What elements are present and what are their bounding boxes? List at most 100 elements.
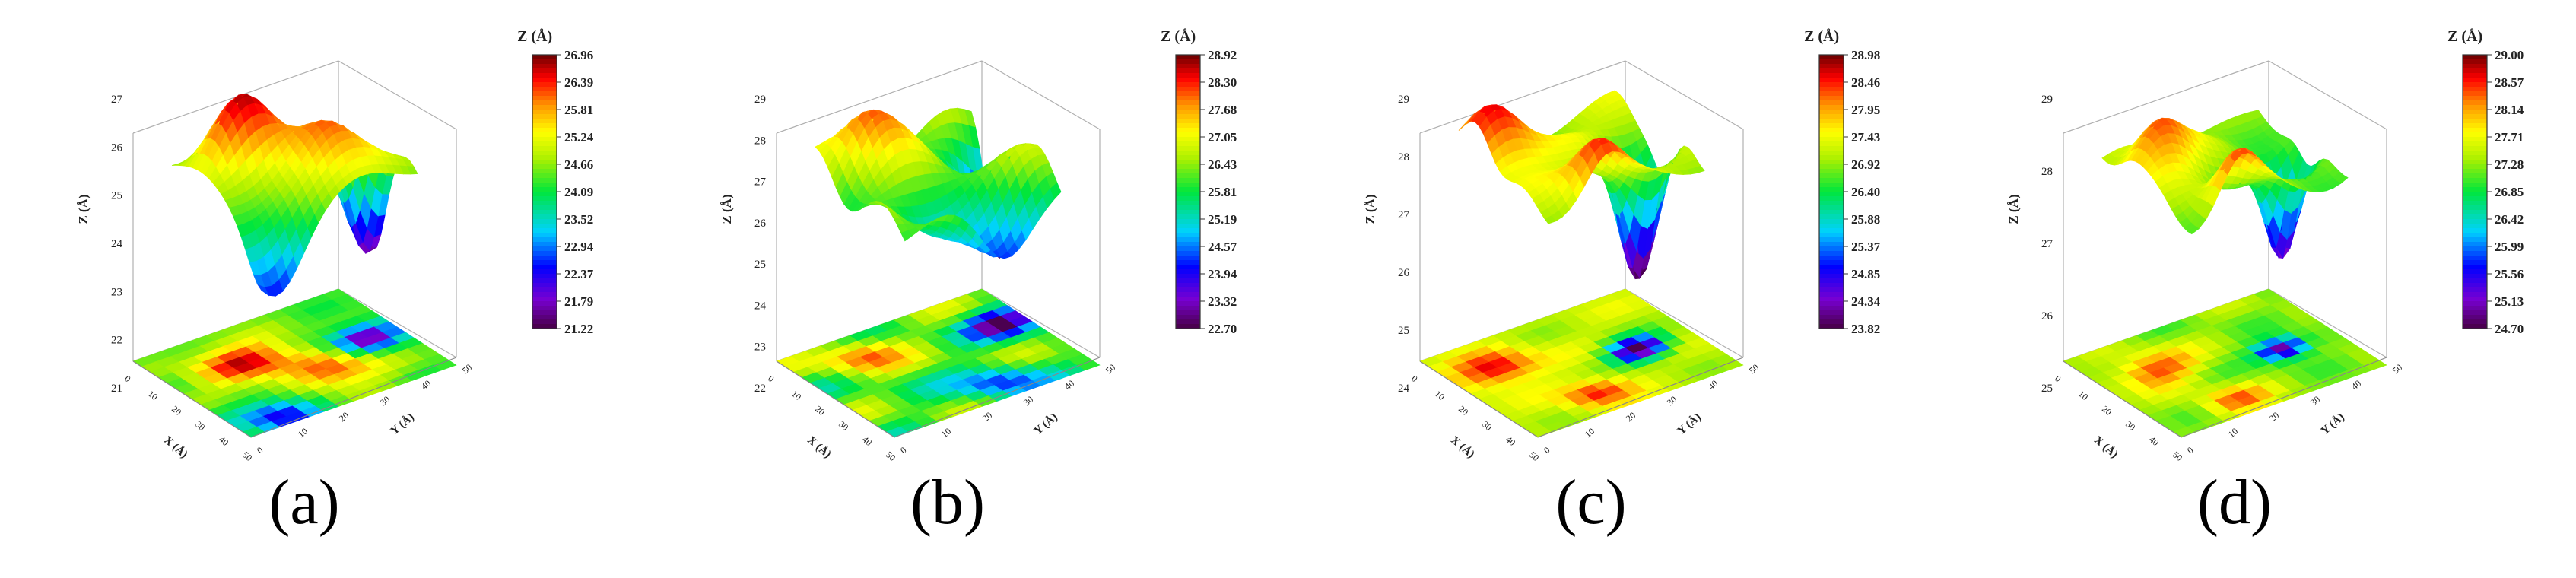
box-edge xyxy=(2063,60,2269,134)
colorbar-segment xyxy=(2463,324,2487,329)
colorbar-segment xyxy=(1819,96,1844,101)
colorbar-segment xyxy=(2463,96,2487,101)
colorbar-tick-label: 22.94 xyxy=(564,240,594,254)
colorbar-segment xyxy=(1176,324,1200,329)
x-tick-label: 10 xyxy=(146,389,160,402)
z-tick-label: 22 xyxy=(111,335,122,347)
colorbar-segment xyxy=(2463,183,2487,188)
colorbar-segment xyxy=(1819,283,1844,288)
colorbar-segment xyxy=(532,260,557,265)
colorbar-segment xyxy=(532,119,557,124)
colorbar-segment xyxy=(1819,233,1844,238)
colorbar-segment xyxy=(1176,55,1200,60)
colorbar-segment xyxy=(532,214,557,220)
colorbar-segment xyxy=(1819,68,1844,74)
colorbar-segment xyxy=(2463,55,2487,60)
colorbar-segment xyxy=(2463,164,2487,170)
colorbar-segment xyxy=(1819,256,1844,261)
colorbar-segment xyxy=(1819,324,1844,329)
x-axis-label: X (Å) xyxy=(2092,434,2120,461)
colorbar-segment xyxy=(532,68,557,74)
colorbar-segment xyxy=(2463,196,2487,202)
z-axis-label: Z (Å) xyxy=(76,194,91,224)
colorbar-segment xyxy=(1176,224,1200,229)
colorbar-segment xyxy=(1819,55,1844,60)
colorbar-segment xyxy=(532,87,557,92)
colorbar-segment xyxy=(532,82,557,87)
colorbar-segment xyxy=(2463,260,2487,265)
colorbar-segment xyxy=(532,164,557,170)
colorbar-segment xyxy=(2463,155,2487,160)
colorbar-segment xyxy=(2463,132,2487,138)
colorbar-segment xyxy=(2463,233,2487,238)
colorbar-tick-label: 28.92 xyxy=(1208,48,1237,62)
colorbar-segment xyxy=(2463,78,2487,83)
x-tick-label: 30 xyxy=(193,419,207,433)
axis-line xyxy=(894,357,1101,438)
colorbar-segment xyxy=(1176,246,1200,252)
z-tick-label: 23 xyxy=(754,341,766,354)
colorbar-segment xyxy=(1176,110,1200,115)
x-tick-label: 50 xyxy=(884,449,897,463)
colorbar-tick-label: 26.96 xyxy=(564,48,593,62)
colorbar-segment xyxy=(532,283,557,288)
colorbar-segment xyxy=(1176,100,1200,106)
colorbar-segment xyxy=(532,173,557,179)
colorbar-segment xyxy=(532,169,557,174)
colorbar-segment xyxy=(1819,237,1844,243)
colorbar-segment xyxy=(2463,237,2487,243)
colorbar-title: Z (Å) xyxy=(517,27,552,45)
colorbar-segment xyxy=(2463,224,2487,229)
colorbar-segment xyxy=(1819,205,1844,211)
colorbar-segment xyxy=(1176,242,1200,247)
colorbar-segment xyxy=(1176,310,1200,316)
colorbar-segment xyxy=(2463,169,2487,174)
z-tick-label: 29 xyxy=(2041,94,2053,106)
colorbar-segment xyxy=(2463,137,2487,142)
colorbar-segment xyxy=(2463,100,2487,106)
colorbar-segment xyxy=(532,110,557,115)
colorbar-tick-label: 24.57 xyxy=(1208,240,1237,254)
colorbar-segment xyxy=(1176,196,1200,202)
colorbar-segment xyxy=(532,73,557,78)
colorbar-tick-label: 25.13 xyxy=(2495,294,2524,309)
y-tick-label: 50 xyxy=(460,362,474,376)
x-tick-label: 30 xyxy=(2123,419,2137,433)
colorbar-segment xyxy=(532,160,557,165)
box-edge xyxy=(2268,288,2387,358)
colorbar-segment xyxy=(1819,251,1844,256)
colorbar-segment xyxy=(1819,287,1844,293)
y-tick-label: 0 xyxy=(2185,445,2196,456)
z-tick-label: 24 xyxy=(1398,383,1410,395)
colorbar-segment xyxy=(1176,105,1200,110)
colorbar-segment xyxy=(2463,278,2487,284)
colorbar-segment xyxy=(532,319,557,325)
z-tick-label: 26 xyxy=(1398,267,1410,279)
colorbar-segment xyxy=(1176,141,1200,147)
colorbar-segment xyxy=(1176,187,1200,192)
colorbar-segment xyxy=(532,137,557,142)
y-tick-label: 40 xyxy=(1706,378,1720,392)
colorbar-segment xyxy=(1176,319,1200,325)
colorbar-segment xyxy=(2463,228,2487,233)
colorbar-segment xyxy=(532,256,557,261)
x-tick-label: 40 xyxy=(217,434,230,448)
axis-line xyxy=(776,360,895,438)
panel-d: 25 26 27 28 29 Z (Å) 0 0 10 10 20 20 30 30 40 40 50 50 X (… xyxy=(1930,0,2574,578)
colorbar-tick-label: 26.92 xyxy=(1851,157,1880,172)
colorbar-tick-label: 24.85 xyxy=(1851,267,1880,281)
axis-line xyxy=(250,357,457,438)
colorbar-segment xyxy=(1819,315,1844,320)
colorbar-segment xyxy=(532,233,557,238)
colorbar-segment xyxy=(2463,292,2487,297)
y-tick-label: 20 xyxy=(2267,410,2281,424)
colorbar-segment xyxy=(1176,123,1200,129)
colorbar-tick-label: 27.05 xyxy=(1208,130,1237,144)
y-tick-label: 50 xyxy=(1747,362,1761,376)
colorbar-segment xyxy=(2463,178,2487,183)
colorbar-segment xyxy=(2463,297,2487,302)
y-axis-label: Y (Å) xyxy=(389,411,417,438)
z-tick-label: 26 xyxy=(111,141,123,154)
colorbar-tick-label: 25.56 xyxy=(2495,267,2524,281)
colorbar-tick-label: 21.22 xyxy=(564,322,593,336)
